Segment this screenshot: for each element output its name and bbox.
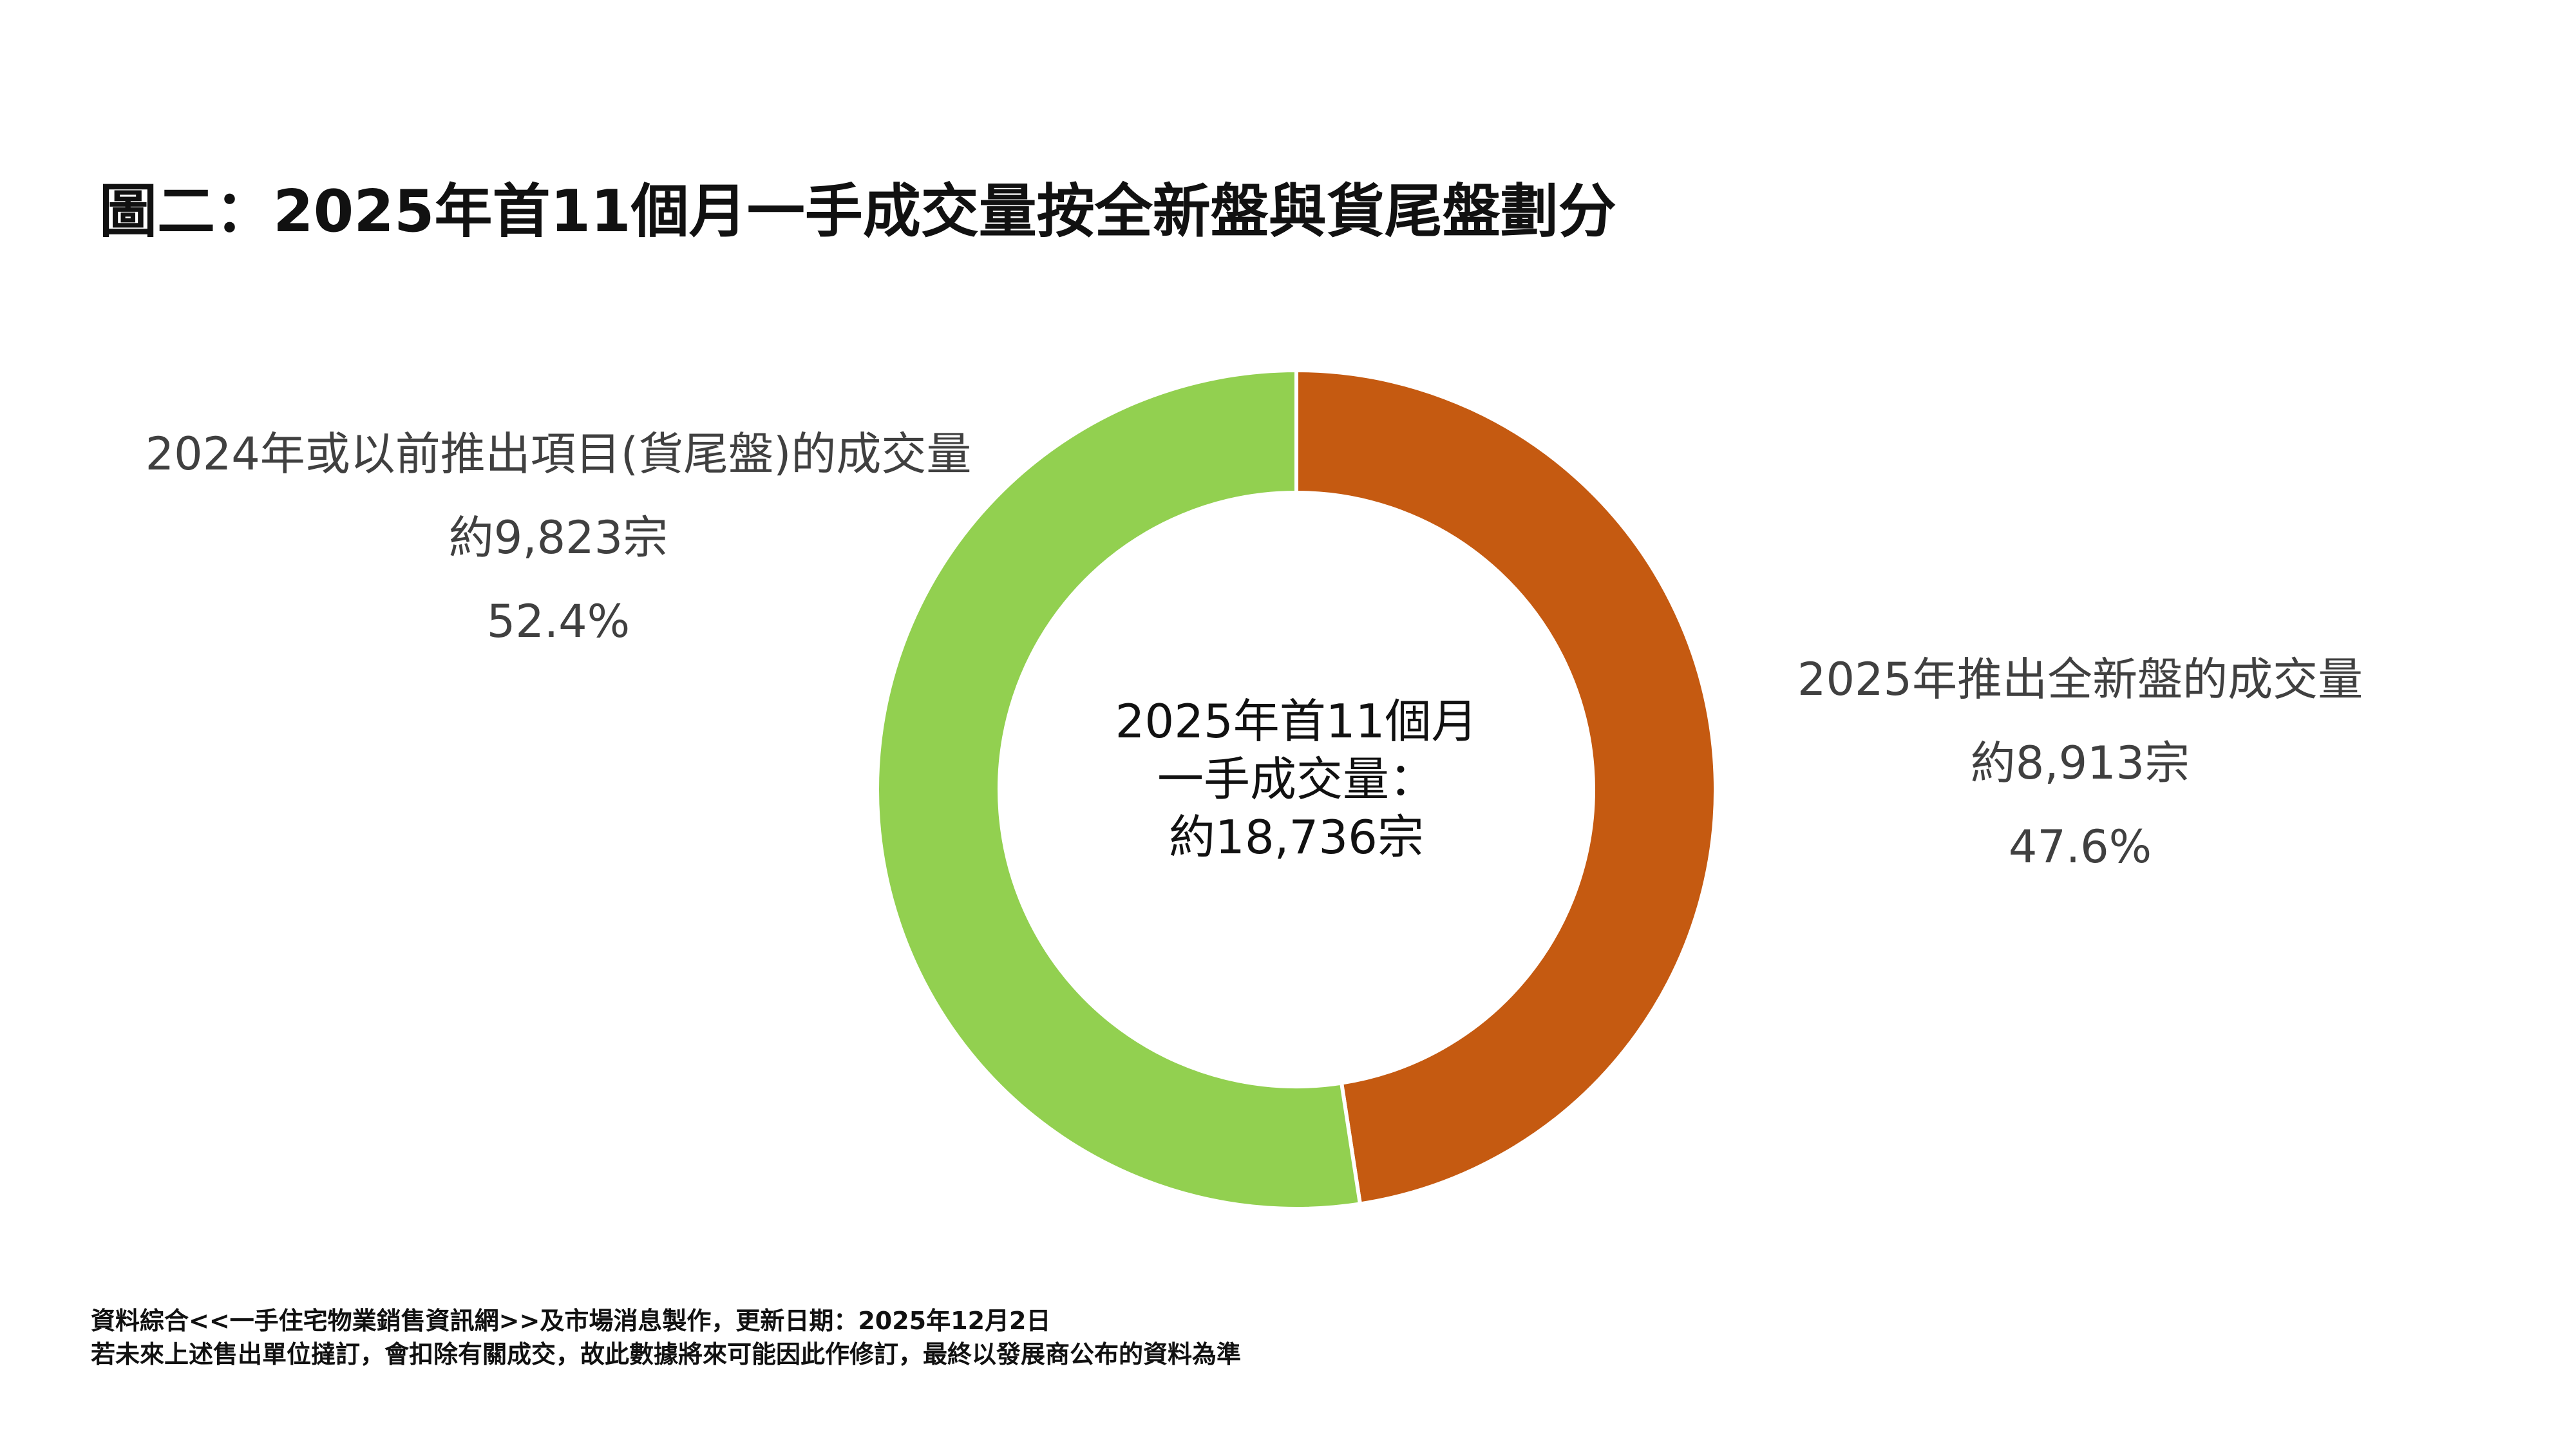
slice-value: 約8,913宗 bbox=[1970, 737, 2190, 790]
footer-disclaimer: 若未來上述售出單位撻訂，會扣除有關成交，故此數據將來可能因此作修訂，最終以發展商… bbox=[91, 1340, 1242, 1368]
donut-slice-1 bbox=[875, 368, 1363, 1211]
label-new-projects: 2025年推出全新盤的成交量 約8,913宗 47.6% bbox=[1797, 638, 2363, 889]
center-line: 約18,736宗 bbox=[1169, 810, 1424, 864]
slice-value: 約9,823宗 bbox=[448, 511, 668, 564]
center-label: 2025年首11個月 一手成交量： 約18,736宗 bbox=[1115, 692, 1478, 866]
donut-slice-0 bbox=[1294, 368, 1718, 1206]
center-line: 2025年首11個月 bbox=[1115, 694, 1478, 748]
footer-notes: 資料綜合<<一手住宅物業銷售資訊網>>及市場消息製作，更新日期：2025年12月… bbox=[91, 1304, 1241, 1371]
slice-percent: 47.6% bbox=[2008, 820, 2152, 873]
chart-title: 圖二：2025年首11個月一手成交量按全新盤與貨尾盤劃分 bbox=[99, 178, 1616, 245]
slice-name: 2025年推出全新盤的成交量 bbox=[1797, 653, 2363, 706]
slice-percent: 52.4% bbox=[486, 595, 630, 648]
footer-source: 資料綜合<<一手住宅物業銷售資訊網>>及市場消息製作，更新日期：2025年12月… bbox=[91, 1307, 1051, 1335]
label-old-projects: 2024年或以前推出項目(貨尾盤)的成交量 約9,823宗 52.4% bbox=[146, 412, 972, 663]
slice-name: 2024年或以前推出項目(貨尾盤)的成交量 bbox=[145, 428, 972, 480]
center-line: 一手成交量： bbox=[1157, 752, 1436, 806]
